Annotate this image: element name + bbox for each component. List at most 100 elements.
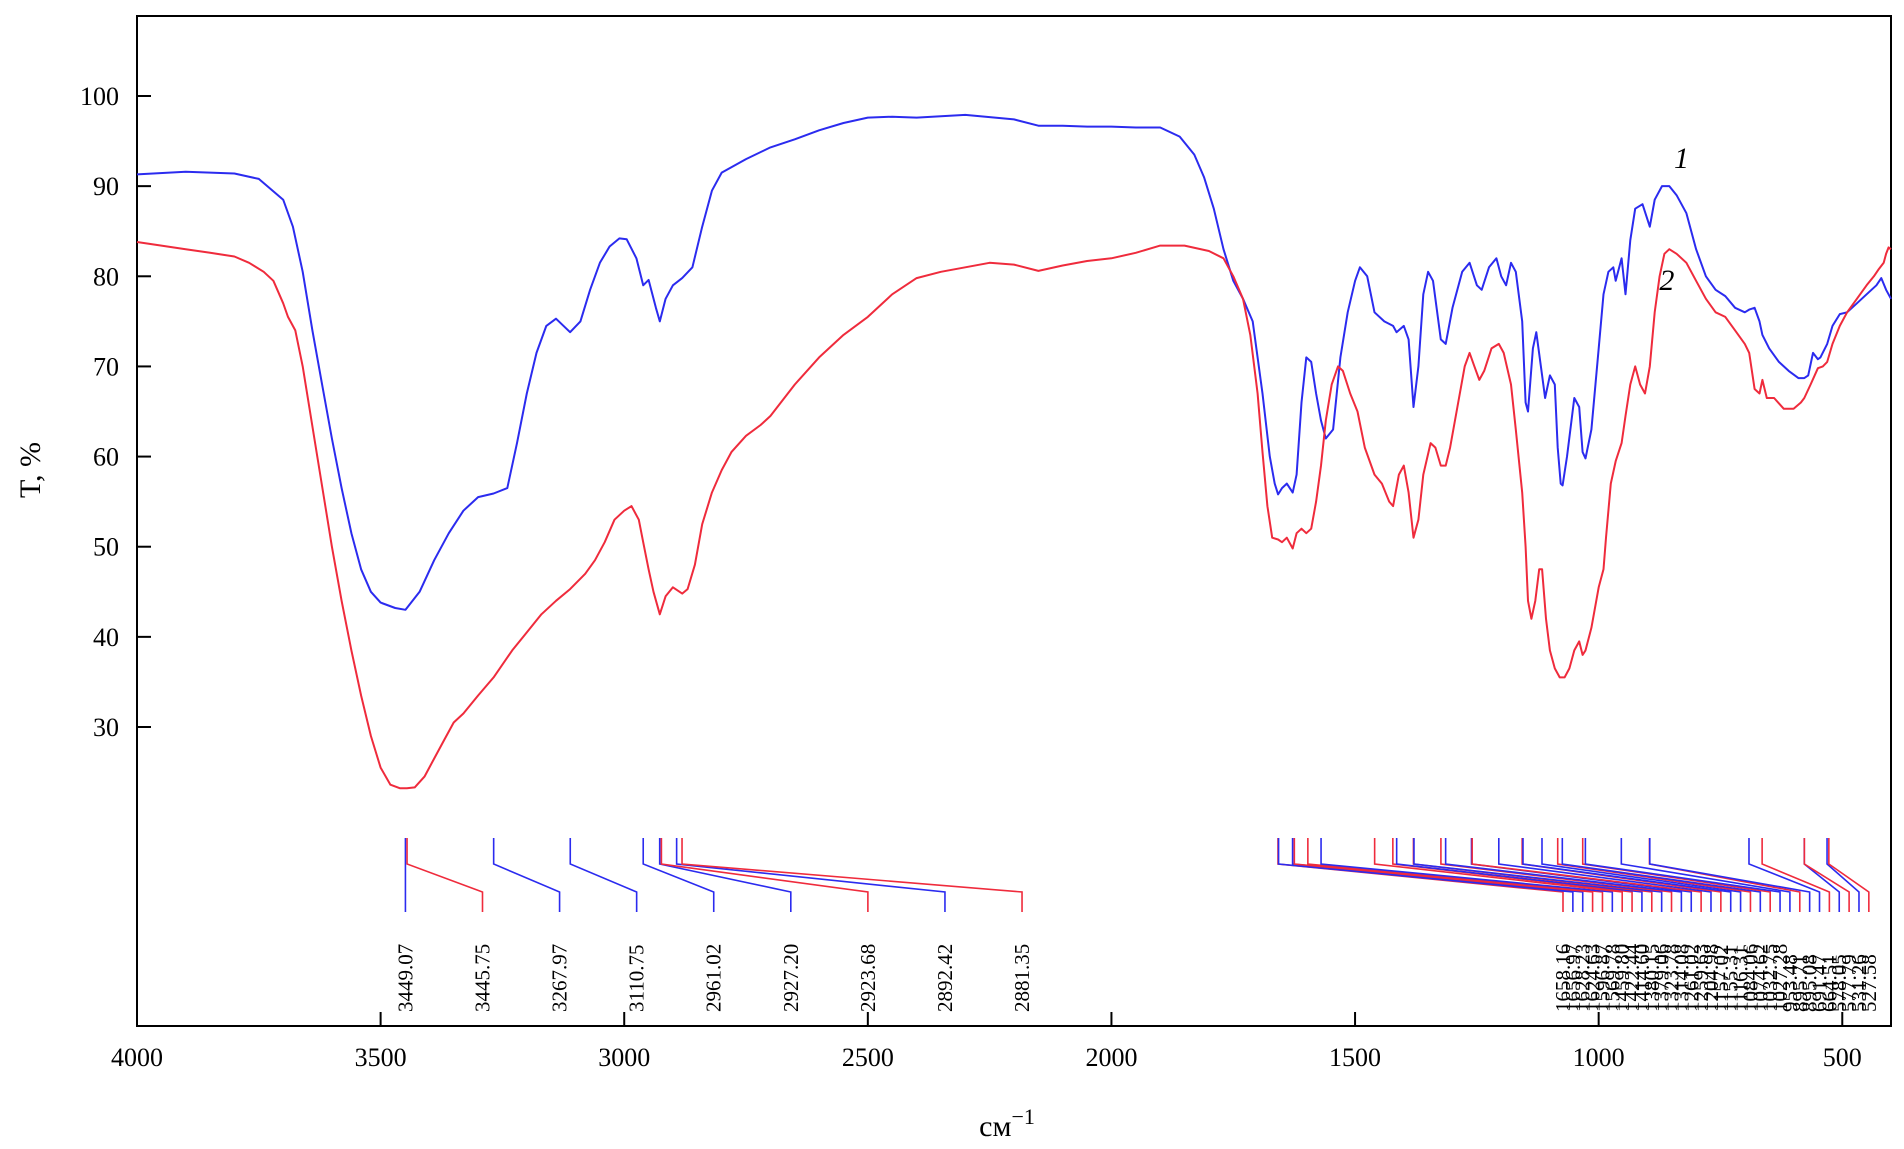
curve-labels: 12 xyxy=(1659,142,1689,297)
peak-label: 1323.78 xyxy=(1660,944,1684,1012)
series-line-2 xyxy=(136,241,1892,790)
peak-leader-line xyxy=(1803,838,1850,912)
peak-leader-line xyxy=(1584,838,1781,912)
peak-label: 2892.42 xyxy=(933,944,957,1012)
peak-label: 895.71 xyxy=(1788,954,1812,1012)
peak-leader-line xyxy=(1620,838,1791,912)
peak-label: 1027.28 xyxy=(1768,944,1792,1012)
peak-label: 2923.68 xyxy=(856,944,880,1012)
peak-label: 3267.97 xyxy=(548,944,572,1012)
peak-leader-line xyxy=(660,838,869,912)
peak-label: 1074.62 xyxy=(1748,944,1772,1012)
x-tick-label: 1000 xyxy=(1573,1043,1625,1072)
peak-label: 2881.35 xyxy=(1010,944,1034,1012)
peak-label: 1628.23 xyxy=(1571,944,1595,1012)
peak-markers: 3449.07 3445.75 3267.97 3110.75 2961.02 2927.… xyxy=(393,838,1881,1012)
y-tick-label: 30 xyxy=(93,713,119,742)
peak-label: 1380.15 xyxy=(1640,944,1664,1012)
peak-label: 1624.63 xyxy=(1581,944,1605,1012)
peak-leader-line xyxy=(642,838,715,912)
peak-label: 1204.98 xyxy=(1699,944,1723,1012)
peak-leader-line xyxy=(569,838,638,912)
peak-leader-line xyxy=(1761,838,1831,912)
y-tick-label: 40 xyxy=(93,623,119,652)
x-tick-label: 3500 xyxy=(355,1043,407,1072)
peak-leader-line xyxy=(1828,838,1870,912)
peak-leader-line xyxy=(681,838,1023,912)
peak-leader-line xyxy=(1444,838,1683,912)
x-tick-label: 2500 xyxy=(842,1043,894,1072)
peak-label: 1259.63 xyxy=(1689,944,1713,1012)
peak-leader-line xyxy=(1395,838,1643,912)
x-axis-title-superscript: −1 xyxy=(1011,1104,1034,1129)
peak-label: 2927.20 xyxy=(779,944,803,1012)
curve-label-2: 2 xyxy=(1659,264,1674,297)
y-axis-title: T, % xyxy=(14,442,47,498)
peak-label: 1596.87 xyxy=(1590,944,1614,1012)
y-tick-label: 60 xyxy=(93,443,119,472)
peak-leader-line xyxy=(1648,838,1811,912)
peak-label: 577.79 xyxy=(1837,954,1861,1012)
peak-leader-line xyxy=(406,838,484,912)
y-axis: 30 40 50 60 70 80 90 100 xyxy=(80,82,151,742)
series-line-1 xyxy=(136,113,1892,611)
peak-leader-line xyxy=(658,838,792,912)
peak-label: 953.48 xyxy=(1778,954,1802,1012)
plot-frame xyxy=(136,15,1892,1027)
peak-leader-line xyxy=(1413,838,1663,912)
x-tick-label: 2000 xyxy=(1085,1043,1137,1072)
x-axis: 4000 3500 3000 2500 2000 1500 1000 500 xyxy=(111,1012,1862,1072)
y-tick-label: 50 xyxy=(93,533,119,562)
peak-label: 691.47 xyxy=(1808,954,1832,1012)
x-tick-label: 1500 xyxy=(1329,1043,1381,1072)
y-tick-label: 100 xyxy=(80,82,119,111)
x-tick-label: 4000 xyxy=(111,1043,163,1072)
peak-label: 1656.97 xyxy=(1561,944,1585,1012)
peak-label: 1414.60 xyxy=(1630,944,1654,1012)
peak-label: 531.26 xyxy=(1847,954,1871,1012)
peak-leader-line xyxy=(1541,838,1742,912)
peak-leader-line xyxy=(1293,838,1594,912)
x-axis-title: см−1 xyxy=(979,1104,1035,1143)
peak-leader-line xyxy=(1561,838,1762,912)
y-tick-label: 90 xyxy=(93,172,119,201)
peak-label: 895.08 xyxy=(1798,954,1822,1012)
peak-leader-line xyxy=(1307,838,1604,912)
peak-leader-line xyxy=(1277,838,1574,912)
peak-label: 1422.44 xyxy=(1620,943,1644,1012)
peak-leader-line xyxy=(1497,838,1712,912)
peak-leader-line xyxy=(1440,838,1673,912)
peak-label: 1314.08 xyxy=(1669,944,1693,1012)
peak-leader-line xyxy=(1522,838,1732,912)
x-tick-label: 500 xyxy=(1823,1043,1862,1072)
peak-label: 1084.06 xyxy=(1738,944,1762,1012)
peak-label: 2961.02 xyxy=(702,944,726,1012)
peak-label: 3110.75 xyxy=(625,945,649,1012)
curve-label-1: 1 xyxy=(1674,142,1689,175)
peak-label: 1157.02 xyxy=(1709,945,1733,1012)
peak-leader-line xyxy=(1748,838,1821,912)
y-tick-label: 80 xyxy=(93,262,119,291)
peak-label: 664.51 xyxy=(1817,954,1841,1012)
peak-label: 3445.75 xyxy=(471,944,495,1012)
x-tick-label: 3000 xyxy=(598,1043,650,1072)
peak-label: 1459.80 xyxy=(1610,944,1634,1012)
spectrum-curves xyxy=(136,113,1892,790)
peak-label: 3449.07 xyxy=(393,944,417,1012)
peak-label: 578.05 xyxy=(1827,954,1851,1012)
peak-label: 1261.02 xyxy=(1679,944,1703,1012)
peak-leader-line xyxy=(1373,838,1623,912)
peak-leader-line xyxy=(1471,838,1702,912)
peak-leader-line xyxy=(1320,838,1614,912)
peak-label: 1569.78 xyxy=(1600,944,1624,1012)
peak-label: 1116.31 xyxy=(1729,945,1753,1012)
peak-label: 1155.31 xyxy=(1719,945,1743,1012)
peak-leader-line xyxy=(1581,838,1771,912)
peak-label: 1032.75 xyxy=(1758,944,1782,1012)
peak-leader-line xyxy=(675,838,946,912)
peak-leader-line xyxy=(1556,838,1752,912)
peak-label: 1379.06 xyxy=(1650,944,1674,1012)
x-axis-title-base: см xyxy=(979,1110,1011,1143)
peak-leader-line xyxy=(492,838,561,912)
